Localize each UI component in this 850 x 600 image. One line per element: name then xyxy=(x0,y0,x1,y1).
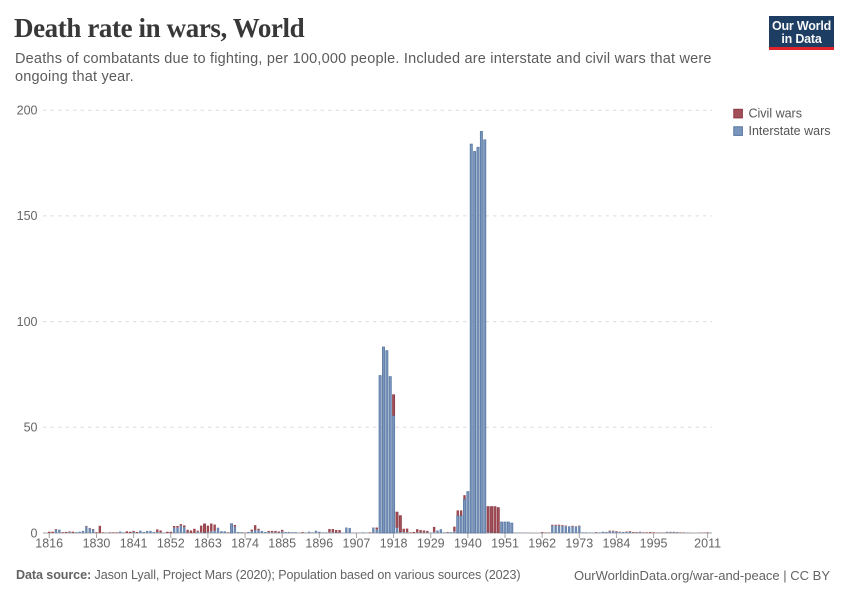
svg-text:1885: 1885 xyxy=(268,537,296,551)
svg-text:Civil wars: Civil wars xyxy=(749,107,802,121)
svg-text:1962: 1962 xyxy=(528,537,556,551)
svg-text:1907: 1907 xyxy=(343,537,371,551)
svg-text:50: 50 xyxy=(24,421,38,435)
svg-text:100: 100 xyxy=(17,315,38,329)
svg-text:1863: 1863 xyxy=(194,537,222,551)
svg-text:1841: 1841 xyxy=(120,537,148,551)
svg-text:1830: 1830 xyxy=(83,537,111,551)
svg-text:1896: 1896 xyxy=(305,537,333,551)
svg-text:2011: 2011 xyxy=(694,537,721,551)
svg-text:1852: 1852 xyxy=(157,537,185,551)
svg-text:1918: 1918 xyxy=(380,537,408,551)
svg-text:200: 200 xyxy=(17,104,38,118)
svg-text:1973: 1973 xyxy=(565,537,593,551)
svg-text:1874: 1874 xyxy=(231,537,259,551)
svg-text:0: 0 xyxy=(31,526,38,540)
svg-text:Interstate wars: Interstate wars xyxy=(749,124,831,138)
svg-text:150: 150 xyxy=(17,209,38,223)
svg-text:1984: 1984 xyxy=(603,537,631,551)
svg-text:1929: 1929 xyxy=(417,537,445,551)
svg-text:1995: 1995 xyxy=(640,537,668,551)
svg-text:1940: 1940 xyxy=(454,537,482,551)
svg-text:1816: 1816 xyxy=(35,537,63,551)
svg-text:1951: 1951 xyxy=(491,537,519,551)
